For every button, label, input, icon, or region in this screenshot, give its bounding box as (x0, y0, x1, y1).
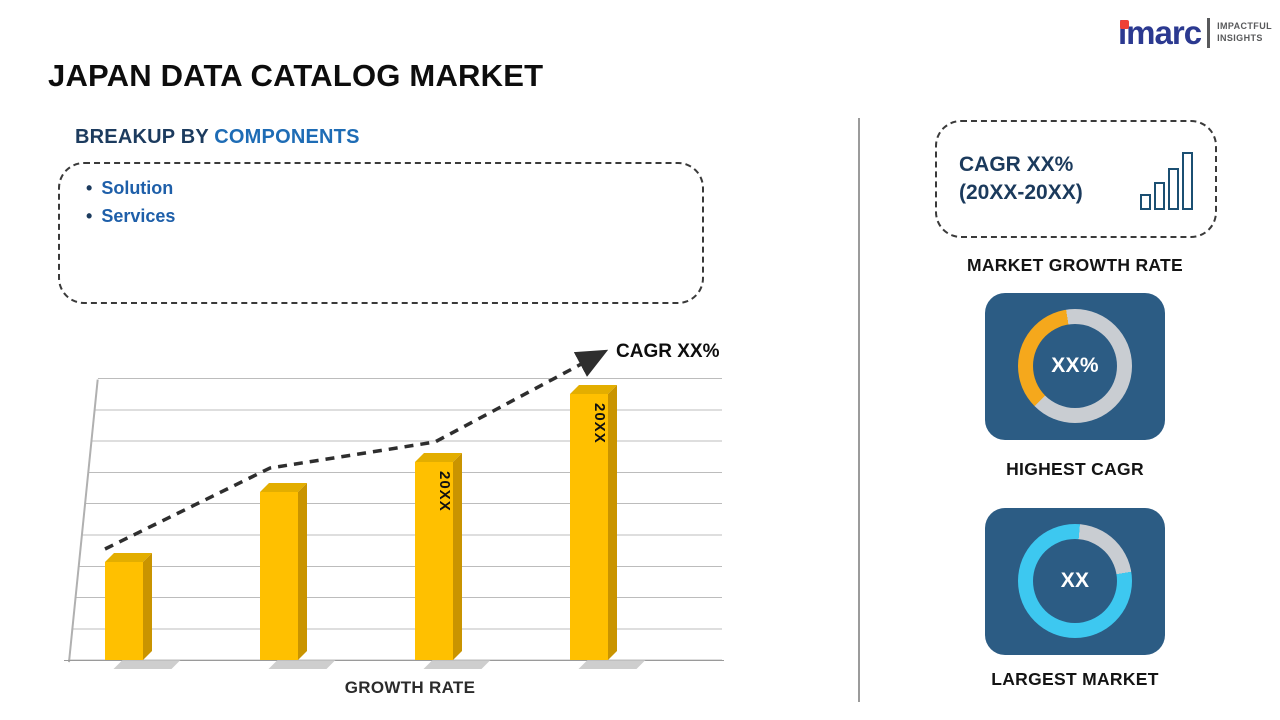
breakup-heading-highlight: COMPONENTS (214, 126, 360, 148)
component-services: Services (101, 206, 176, 226)
bar-front (260, 483, 307, 660)
cagr-annotation: CAGR XX% (616, 341, 720, 362)
logo-red-dot-icon (1120, 20, 1129, 29)
largest-market-card: XX (985, 508, 1165, 655)
largest-market-caption: LARGEST MARKET (991, 669, 1159, 689)
bar-front (105, 553, 152, 660)
logo-tagline-line1: IMPACTFUL (1217, 20, 1272, 31)
growth-rate-chart: 20XX 20XX CAGR XX% GROWTH RATE (50, 330, 760, 700)
logo-brand-text: imarc (1118, 14, 1202, 51)
bar-1 (105, 553, 152, 660)
bar-label: 20XX (591, 403, 608, 444)
logo-tagline-line2: INSIGHTS (1217, 32, 1263, 43)
bar-chart-icon (1140, 148, 1193, 210)
highest-cagr-card: XX% (985, 293, 1165, 440)
highest-cagr-caption: HIGHEST CAGR (1006, 459, 1144, 479)
cagr-line1: CAGR XX% (959, 152, 1074, 176)
largest-market-donut: XX (1018, 524, 1132, 638)
cagr-line2: (20XX-20XX) (959, 181, 1083, 204)
bullet-icon: • (86, 206, 93, 226)
breakup-heading-prefix: BREAKUP BY (75, 126, 215, 148)
components-box: • Solution • Services (58, 162, 704, 304)
bar-label: 20XX (436, 471, 453, 512)
bar-4: 20XX (570, 385, 617, 660)
market-growth-rate-caption: MARKET GROWTH RATE (966, 255, 1184, 275)
chart-baseline (64, 659, 724, 661)
breakup-heading: BREAKUP BY COMPONENTS (75, 126, 360, 149)
imarc-logo: imarc IMPACTFUL INSIGHTS (1118, 16, 1272, 49)
bar-front: 20XX (415, 453, 462, 660)
donut-center-label: XX (1060, 569, 1090, 592)
page-title: JAPAN DATA CATALOG MARKET (48, 58, 544, 93)
bar-2 (260, 483, 307, 660)
bar-front: 20XX (570, 385, 617, 660)
section-divider (858, 118, 860, 702)
x-axis-label: GROWTH RATE (344, 678, 476, 697)
list-item: • Solution (86, 178, 676, 199)
donut-hole: XX (1033, 539, 1117, 623)
cagr-summary-box: CAGR XX% (20XX-20XX) (935, 120, 1217, 238)
cagr-summary-text: CAGR XX% (20XX-20XX) (959, 151, 1126, 208)
highest-cagr-donut: XX% (1018, 309, 1132, 423)
bullet-icon: • (86, 178, 93, 198)
logo-tagline: IMPACTFUL INSIGHTS (1217, 21, 1272, 44)
list-item: • Services (86, 206, 676, 227)
donut-center-label: XX% (1051, 354, 1099, 377)
component-solution: Solution (101, 178, 174, 198)
trend-arrow (104, 349, 609, 551)
logo-divider (1207, 17, 1211, 48)
bar-3: 20XX (415, 453, 462, 660)
donut-hole: XX% (1033, 324, 1117, 408)
